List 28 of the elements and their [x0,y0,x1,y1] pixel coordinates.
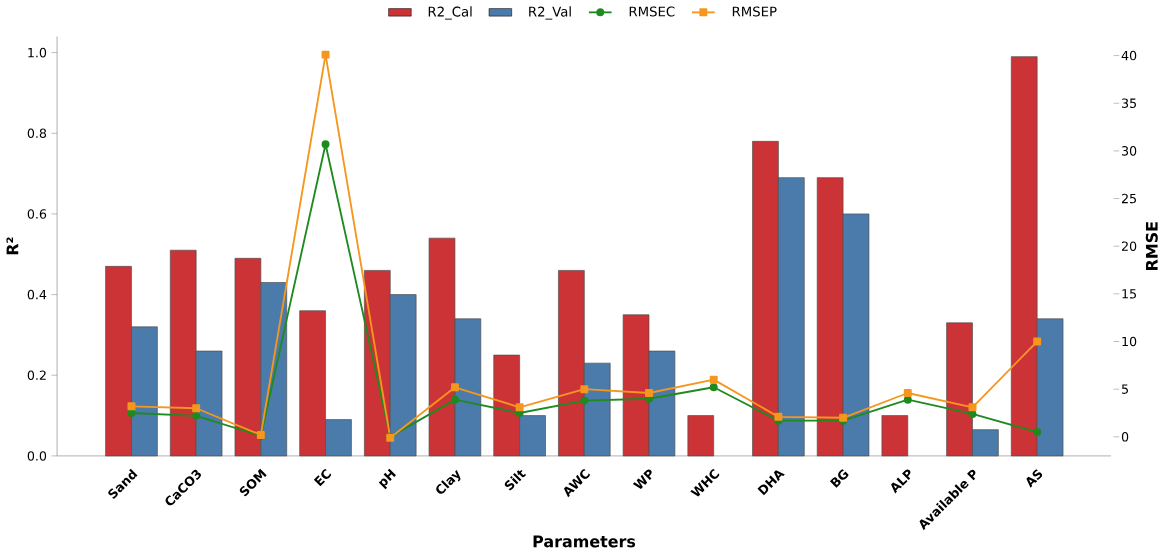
x-axis-title: Parameters [533,535,636,548]
legend-label: RMSEP [732,6,777,17]
y-axis-title: R² [6,237,19,255]
y-tick-label: 0.8 [27,128,47,139]
y-tick-label: 0.0 [27,451,47,461]
x-tick-label: BG [829,469,849,488]
y-tick-label: 0.2 [27,370,46,381]
legend-label: R2_Cal [428,6,472,20]
legend-label: R2_Val [529,6,571,20]
legend-label: RMSEC [629,6,675,17]
y2-tick-label: 25 [1121,193,1136,204]
y-tick-label: 1.0 [28,48,47,58]
y-tick-label: 0.4 [27,290,47,300]
y2-tick-label: 5 [1122,384,1128,395]
x-tick-label: AS [1026,469,1043,488]
y-tick-label: 0.6 [27,209,47,219]
y2-tick-label: 0 [1121,432,1129,442]
y2-tick-label: 15 [1122,289,1136,299]
x-tick-label: Silt [504,470,527,491]
x-tick-label: EC [313,469,332,487]
y2-axis-title: RMSE [1145,222,1158,271]
y2-tick-label: 30 [1122,146,1137,156]
x-tick-label: pH [378,468,396,490]
y2-tick-label: 35 [1122,98,1136,109]
y2-tick-label: 10 [1122,336,1137,347]
y2-tick-label: 40 [1121,50,1137,61]
x-tick-label: WP [632,469,652,490]
y2-tick-label: 20 [1121,241,1137,252]
